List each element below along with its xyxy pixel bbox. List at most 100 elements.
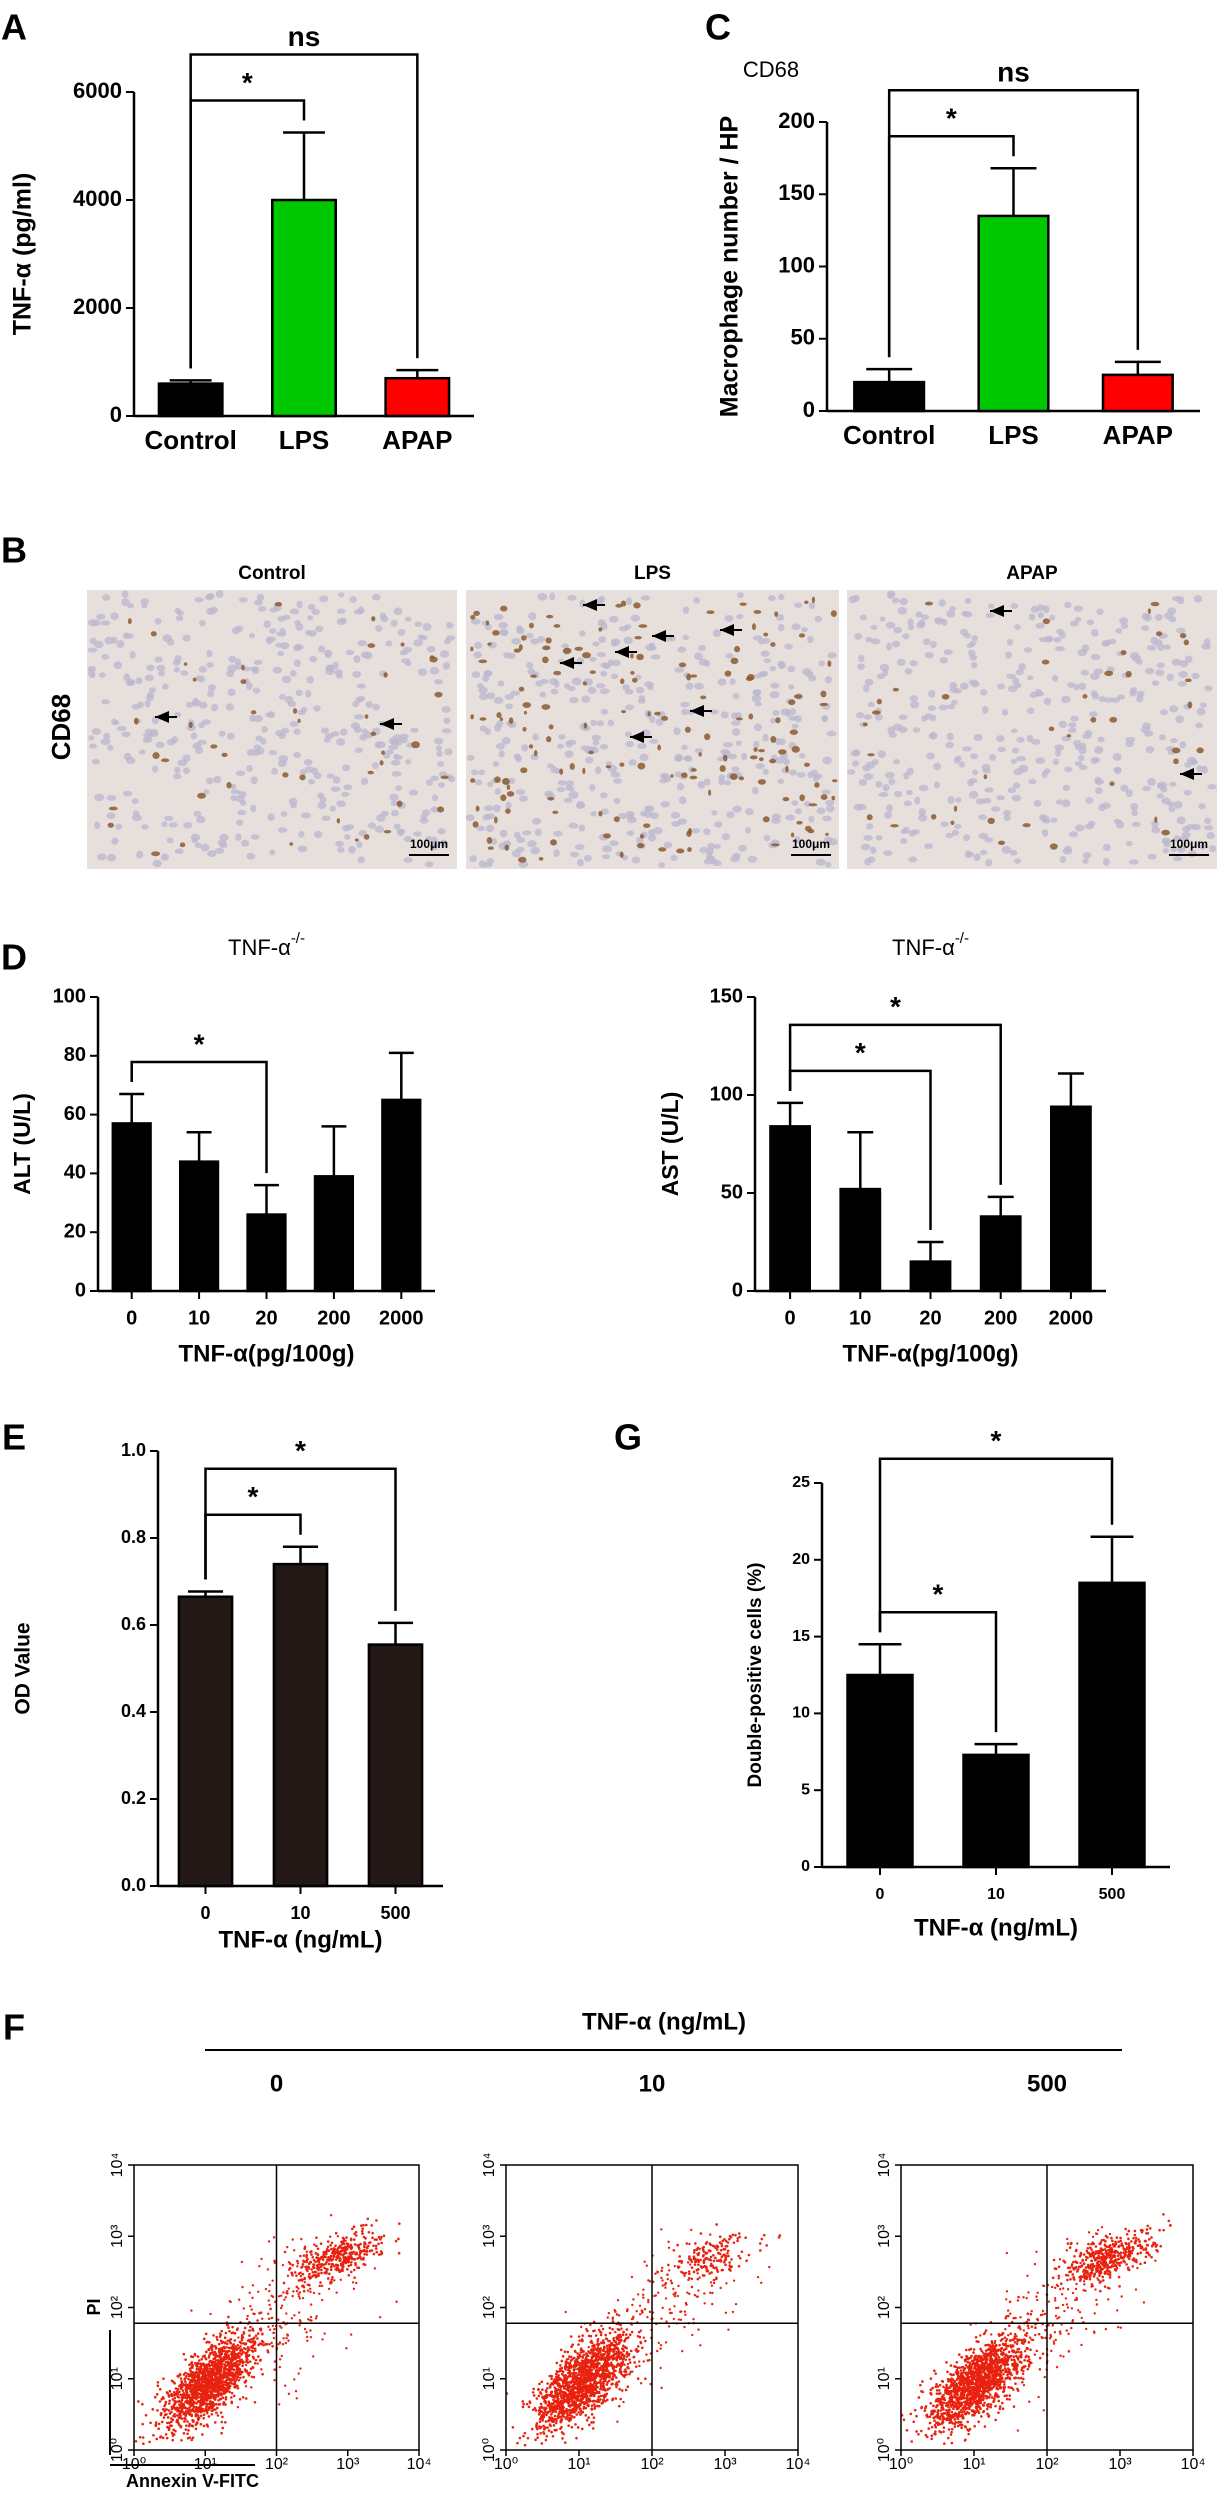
event	[315, 2236, 318, 2240]
event	[628, 2333, 632, 2337]
event	[966, 2420, 970, 2424]
event	[723, 2253, 726, 2256]
event	[562, 2410, 566, 2414]
event	[560, 2366, 564, 2370]
event	[714, 2246, 717, 2250]
event	[195, 2364, 198, 2368]
event	[196, 2355, 200, 2358]
event	[950, 2410, 954, 2414]
event	[616, 2364, 619, 2367]
event	[250, 2386, 253, 2389]
event	[592, 2352, 596, 2355]
event	[610, 2364, 614, 2368]
significance-label: *	[890, 991, 901, 1022]
event	[579, 2351, 583, 2354]
event	[268, 2342, 271, 2346]
event	[606, 2316, 609, 2319]
event	[374, 2247, 378, 2250]
event	[688, 2242, 691, 2246]
event	[168, 2421, 171, 2425]
event	[973, 2424, 976, 2428]
event	[988, 2393, 992, 2396]
event	[677, 2266, 680, 2269]
event	[634, 2365, 638, 2368]
event	[219, 2385, 223, 2389]
event	[608, 2355, 612, 2359]
event	[166, 2421, 169, 2425]
event	[168, 2412, 172, 2415]
event	[287, 2260, 291, 2264]
event	[192, 2390, 196, 2394]
event	[280, 2326, 283, 2329]
event	[155, 2393, 159, 2396]
event	[545, 2434, 549, 2438]
event	[550, 2416, 554, 2419]
event	[297, 2372, 300, 2375]
event	[540, 2380, 544, 2384]
y-tick-label: 10⁰	[481, 2438, 498, 2462]
event	[719, 2286, 722, 2290]
y-tick-label: 100	[710, 1083, 743, 1105]
event	[364, 2223, 368, 2227]
event	[251, 2328, 254, 2332]
event	[221, 2359, 225, 2363]
event	[175, 2406, 179, 2409]
event	[236, 2405, 240, 2409]
event	[224, 2372, 227, 2375]
event	[224, 2397, 228, 2401]
event	[985, 2407, 989, 2411]
event	[545, 2411, 548, 2414]
event	[556, 2401, 559, 2405]
event	[617, 2350, 621, 2353]
event	[191, 2436, 195, 2440]
event	[159, 2412, 163, 2415]
event	[244, 2355, 248, 2359]
event	[933, 2419, 936, 2422]
event	[579, 2394, 582, 2398]
y-axis-label: Macrophage number / HP	[716, 116, 744, 417]
event	[611, 2341, 614, 2345]
event	[247, 2373, 251, 2377]
event	[325, 2260, 328, 2264]
event	[256, 2362, 259, 2365]
event	[232, 2347, 236, 2351]
event	[553, 2399, 556, 2403]
event	[591, 2383, 595, 2387]
event	[242, 2375, 245, 2379]
event	[719, 2258, 722, 2261]
event	[351, 2227, 354, 2231]
event	[1011, 2388, 1015, 2391]
event	[295, 2397, 299, 2400]
event	[192, 2388, 195, 2391]
event	[164, 2433, 168, 2436]
event	[213, 2393, 217, 2397]
event	[362, 2258, 365, 2261]
event	[606, 2369, 610, 2373]
event	[522, 2402, 525, 2406]
event	[558, 2415, 561, 2419]
event	[217, 2358, 220, 2362]
bar	[177, 1595, 234, 1888]
event	[584, 2395, 588, 2399]
event	[190, 2402, 193, 2405]
event	[564, 2381, 568, 2384]
event	[374, 2244, 378, 2248]
event	[556, 2456, 559, 2459]
event	[1003, 2394, 1007, 2398]
event	[912, 2420, 916, 2424]
event	[298, 2291, 302, 2294]
event	[260, 2257, 263, 2261]
event	[559, 2427, 562, 2431]
event	[236, 2343, 240, 2347]
event	[568, 2408, 571, 2412]
event	[191, 2407, 195, 2411]
event	[205, 2397, 208, 2400]
plot-title: 0	[270, 2070, 283, 2097]
event	[190, 2374, 194, 2377]
event	[607, 2379, 611, 2383]
event	[577, 2373, 580, 2377]
event	[949, 2403, 952, 2406]
event	[659, 2366, 662, 2370]
event	[602, 2339, 605, 2342]
event	[194, 2383, 197, 2387]
